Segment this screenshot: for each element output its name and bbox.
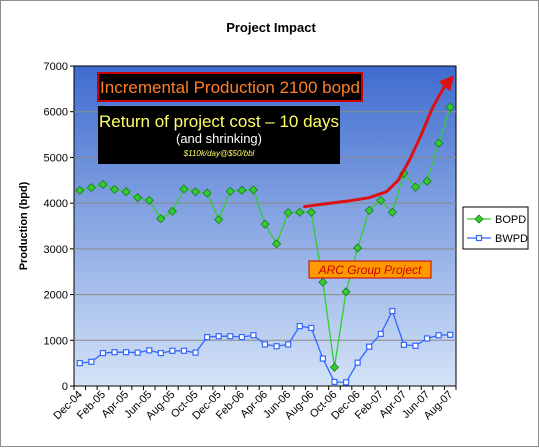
legend-items: BOPD BWPD bbox=[467, 214, 528, 245]
y-tick-label: 2000 bbox=[44, 290, 68, 302]
data-point-bwpd bbox=[204, 333, 211, 341]
annotation-arc-group-project: ARC Group Project bbox=[318, 263, 422, 277]
data-point-bopd bbox=[75, 185, 85, 195]
data-point-bopd bbox=[434, 138, 444, 148]
data-point-bopd bbox=[144, 195, 154, 205]
y-tick-label: 1000 bbox=[44, 335, 68, 347]
legend-marker-bopd bbox=[474, 214, 484, 224]
data-point-bopd bbox=[318, 277, 328, 287]
data-point-bopd bbox=[376, 195, 386, 205]
data-point-bopd bbox=[329, 362, 340, 372]
data-point-bopd bbox=[387, 207, 397, 217]
data-point-bopd bbox=[237, 185, 247, 195]
data-point-bwpd bbox=[412, 342, 419, 349]
data-point-bopd bbox=[190, 187, 201, 197]
data-point-bwpd bbox=[354, 359, 361, 366]
data-point-bwpd bbox=[134, 349, 141, 356]
data-point-bopd bbox=[167, 206, 177, 216]
data-point-bwpd bbox=[76, 360, 83, 367]
data-point-bopd bbox=[98, 179, 108, 189]
data-point-bopd bbox=[121, 187, 131, 197]
data-point-bopd bbox=[202, 188, 212, 198]
data-point-bopd bbox=[364, 205, 374, 216]
y-tick-label: 6000 bbox=[44, 107, 68, 119]
annotation-and-shrinking: (and shrinking) bbox=[176, 131, 262, 146]
data-point-bwpd bbox=[157, 349, 164, 357]
data-point-bwpd bbox=[389, 307, 396, 315]
data-point-bwpd bbox=[192, 349, 199, 356]
data-point-bwpd bbox=[250, 332, 257, 339]
data-point-bwpd bbox=[169, 347, 176, 354]
data-point-bopd bbox=[422, 176, 432, 186]
y-tick-label: 5000 bbox=[44, 152, 68, 164]
data-point-bopd bbox=[353, 243, 363, 253]
data-point-bopd bbox=[260, 219, 270, 229]
data-point-bopd bbox=[410, 182, 421, 192]
data-point-bwpd bbox=[296, 323, 303, 330]
data-point-bwpd bbox=[146, 347, 153, 354]
data-point-bopd bbox=[272, 239, 282, 249]
data-point-bopd bbox=[445, 102, 455, 112]
legend bbox=[462, 206, 529, 250]
annotation-incremental-production: Incremental Production 2100 bopd bbox=[100, 78, 360, 97]
data-point-bopd bbox=[341, 287, 351, 297]
y-tick-label: 0 bbox=[62, 381, 68, 393]
data-point-bwpd bbox=[261, 341, 269, 348]
annotation-box-return bbox=[98, 106, 340, 164]
data-point-bwpd bbox=[366, 343, 373, 350]
y-tick-label: 7000 bbox=[44, 61, 68, 73]
data-point-bwpd bbox=[319, 355, 326, 362]
data-point-bwpd bbox=[238, 333, 245, 341]
legend-marker-bwpd bbox=[475, 234, 483, 242]
chart-title: Project Impact bbox=[226, 20, 316, 35]
data-point-bwpd bbox=[273, 343, 280, 350]
data-point-bwpd bbox=[400, 341, 408, 348]
data-point-bwpd bbox=[423, 335, 431, 342]
y-axis-label: Production (bpd) bbox=[18, 181, 30, 270]
legend-label-bopd: BOPD bbox=[495, 214, 526, 226]
data-point-bopd bbox=[179, 184, 189, 194]
data-point-bwpd bbox=[331, 378, 338, 385]
data-point-bopd bbox=[86, 183, 96, 193]
data-point-bopd bbox=[109, 184, 120, 194]
data-point-bwpd bbox=[122, 349, 130, 356]
data-point-bwpd bbox=[308, 324, 315, 332]
series-layer bbox=[75, 102, 455, 386]
data-point-bwpd bbox=[88, 358, 95, 365]
data-point-bopd bbox=[156, 214, 166, 224]
legend-label-bwpd: BWPD bbox=[495, 233, 528, 245]
data-point-bwpd bbox=[180, 347, 188, 354]
y-tick-label: 4000 bbox=[44, 198, 68, 210]
data-point-bopd bbox=[225, 186, 235, 196]
annotation-return-of-cost: Return of project cost – 10 days bbox=[99, 112, 339, 131]
data-point-bopd bbox=[295, 207, 305, 217]
data-point-bwpd bbox=[435, 332, 442, 339]
annotation-cost-per-day: $110k/day@$50/bbl bbox=[183, 149, 255, 158]
annotation-box-incremental bbox=[97, 72, 363, 102]
data-point-bwpd bbox=[377, 330, 384, 337]
data-point-bwpd bbox=[227, 333, 234, 340]
data-point-bwpd bbox=[99, 349, 107, 357]
data-point-bopd bbox=[133, 193, 143, 203]
x-axis-ticks: Dec-04Feb-05Apr-05Jun-05Aug-05Oct-05Dec-… bbox=[51, 386, 457, 422]
data-point-bopd bbox=[214, 215, 224, 225]
data-point-bopd bbox=[283, 208, 293, 218]
data-point-bwpd bbox=[111, 349, 118, 356]
data-point-bwpd bbox=[285, 341, 292, 348]
trend-arrow bbox=[302, 75, 455, 209]
data-point-bwpd bbox=[342, 379, 350, 386]
data-point-bopd bbox=[306, 207, 316, 217]
annotation-box-arc bbox=[308, 260, 432, 279]
data-point-bwpd bbox=[447, 331, 454, 338]
y-axis-ticks: 0 1000 2000 3000 4000 5000 6000 7000 bbox=[44, 61, 74, 393]
data-point-bopd bbox=[248, 185, 258, 195]
y-tick-label: 3000 bbox=[44, 244, 68, 256]
data-point-bwpd bbox=[215, 333, 222, 340]
